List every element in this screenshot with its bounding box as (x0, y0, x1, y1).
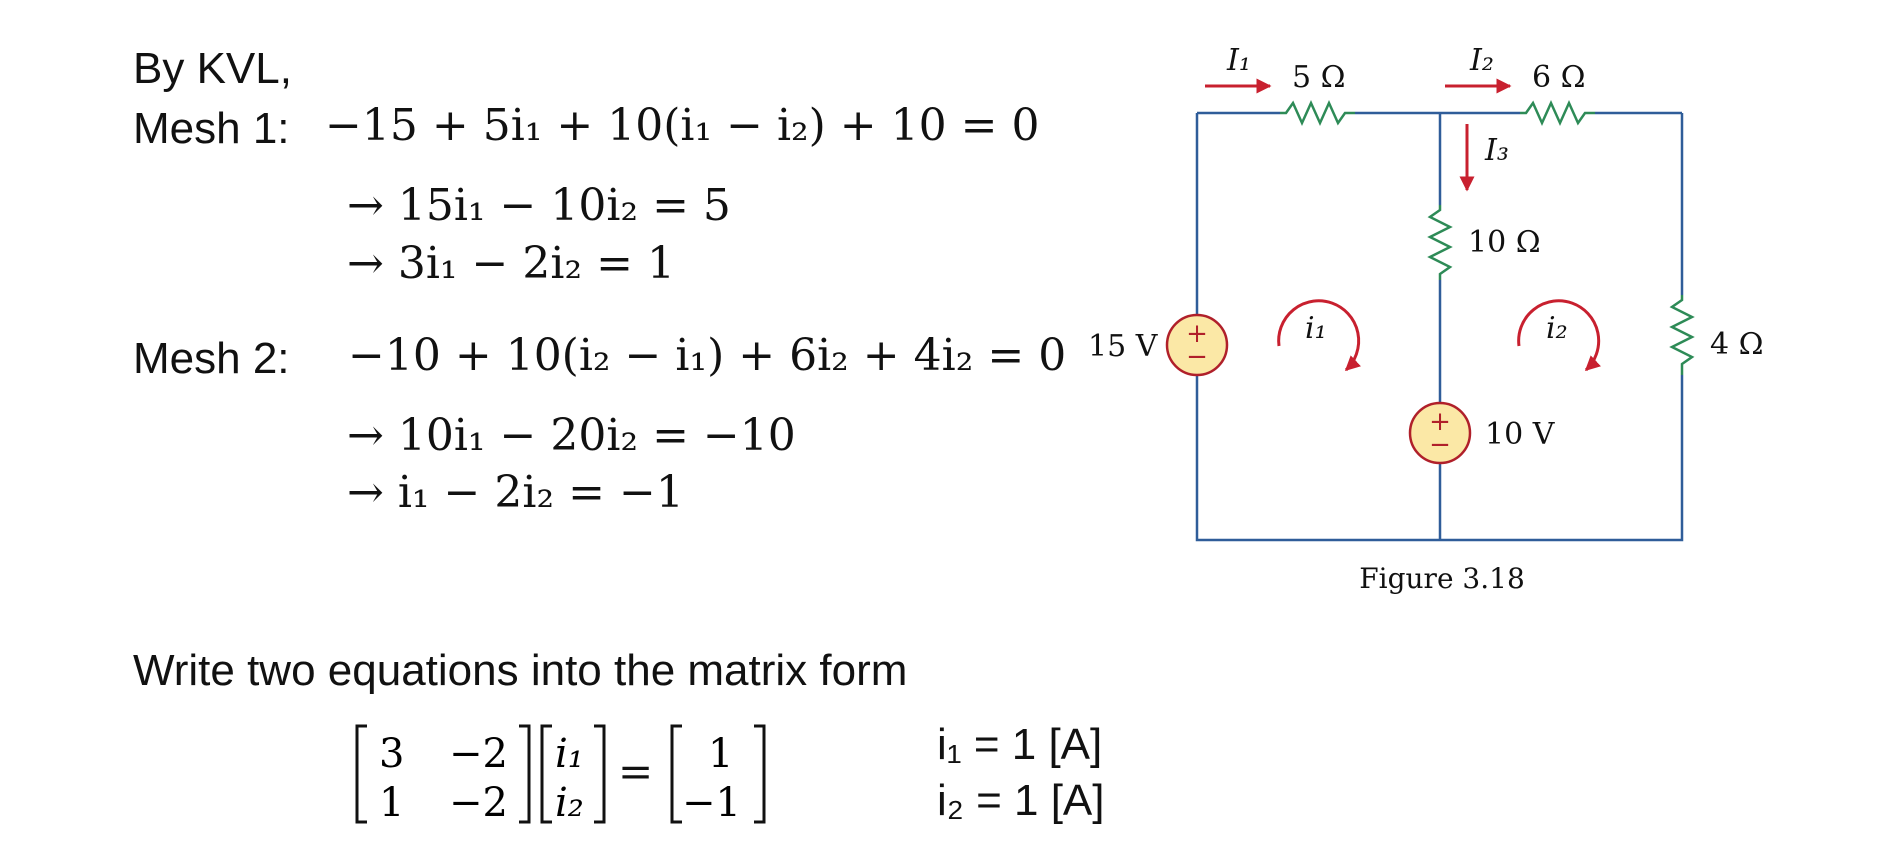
label-15v: 15 V (1088, 329, 1159, 364)
label-i2: i₂ (1546, 311, 1568, 346)
coeff-a12: −2 (449, 731, 508, 777)
label-6ohm: 6 Ω (1532, 60, 1586, 95)
label-i1: i₁ (1305, 311, 1327, 346)
label-10v: 10 V (1485, 417, 1556, 452)
source-15v: + − (1165, 313, 1229, 377)
source-15v-plus: + (1186, 319, 1208, 349)
mesh1-label: Mesh 1: (133, 104, 290, 153)
unknown-vector: i₁ i₂ (540, 724, 606, 826)
label-5ohm: 5 Ω (1292, 60, 1346, 95)
figure-caption: Figure 3.18 (1359, 562, 1525, 595)
unknown-left-bracket (540, 724, 552, 824)
source-15v-minus: − (1186, 342, 1208, 372)
label-I2: I₂ (1469, 43, 1494, 78)
label-10ohm: 10 Ω (1468, 225, 1541, 260)
resistor-10ohm (1427, 205, 1453, 280)
mesh1-step1: → 15i₁ − 10i₂ = 5 (347, 180, 731, 231)
mesh1-equation: −15 + 5i₁ + 10(i₁ − i₂) + 10 = 0 (325, 100, 1040, 151)
mesh2-label: Mesh 2: (133, 334, 290, 383)
mesh-loop-i1 (1277, 299, 1361, 372)
resistor-6ohm (1520, 99, 1595, 127)
source-10v: + − (1408, 401, 1472, 465)
mesh2-step2: → i₁ − 2i₂ = −1 (347, 467, 684, 518)
rhs-b2: −1 (682, 780, 741, 826)
label-4ohm: 4 Ω (1710, 327, 1764, 362)
circuit-wires (1195, 111, 1684, 542)
unknown-i1: i₁ (555, 731, 584, 777)
rhs-left-bracket (670, 724, 682, 824)
kvl-intro: By KVL, (133, 44, 292, 93)
source-10v-minus: − (1429, 430, 1451, 460)
coeff-a22: −2 (449, 780, 508, 826)
resistor-4ohm (1669, 295, 1695, 375)
rhs-b1: 1 (708, 731, 733, 777)
matrix-heading: Write two equations into the matrix form (133, 646, 908, 695)
coeff-a21: 1 (379, 780, 404, 826)
circuit-diagram: + − + − 15 V 10 V 5 Ω 6 Ω 10 Ω 4 Ω I₁ I₂… (1088, 43, 1764, 595)
mesh-loop-i2 (1517, 299, 1601, 372)
mesh2-equation: −10 + 10(i₂ − i₁) + 6i₂ + 4i₂ = 0 (348, 330, 1067, 381)
label-I3: I₃ (1484, 133, 1509, 168)
result-i1: i₁ = 1 [A] (937, 720, 1103, 769)
rhs-vector: 1 −1 (670, 724, 766, 826)
source-10v-plus: + (1429, 407, 1451, 437)
coeff-right-bracket (519, 724, 531, 824)
mesh2-step1: → 10i₁ − 20i₂ = −10 (347, 410, 796, 461)
unknown-right-bracket (594, 724, 606, 824)
resistor-5ohm (1280, 99, 1355, 127)
coefficient-matrix: 3 −2 1 −2 (355, 724, 531, 826)
rhs-right-bracket (754, 724, 766, 824)
coeff-a11: 3 (379, 731, 404, 777)
unknown-i2: i₂ (555, 780, 584, 826)
coeff-left-bracket (355, 724, 367, 824)
label-I1: I₁ (1226, 43, 1251, 78)
result-i2: i₂ = 1 [A] (937, 776, 1105, 825)
matrix-equals: = (618, 747, 654, 796)
mesh1-step2: → 3i₁ − 2i₂ = 1 (347, 238, 675, 289)
